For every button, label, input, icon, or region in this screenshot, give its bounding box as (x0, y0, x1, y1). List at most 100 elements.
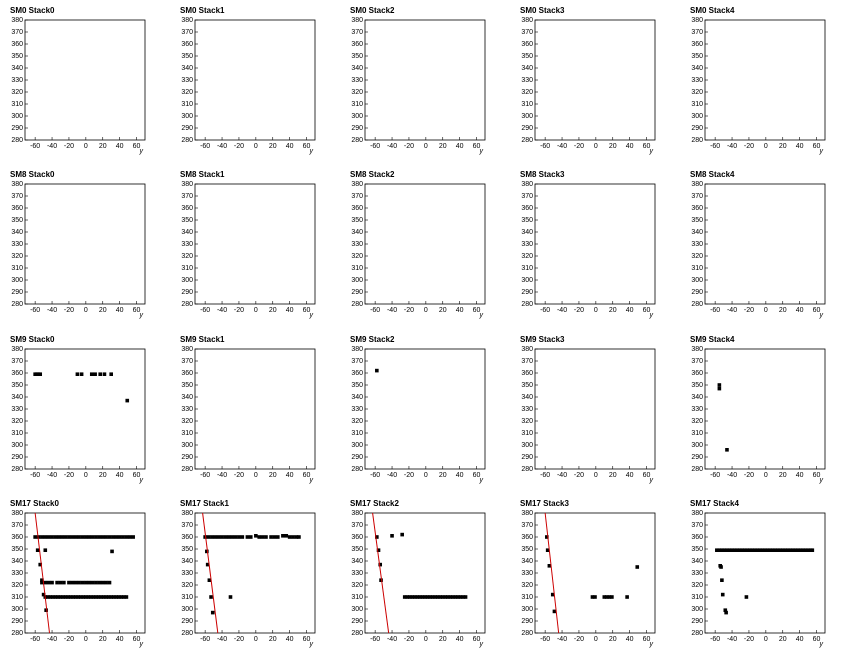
x-tick-label: -20 (64, 636, 74, 643)
hit-marker (747, 548, 752, 552)
x-tick-label: 20 (99, 307, 107, 314)
y-tick-label: 310 (351, 594, 363, 601)
hit-marker (801, 548, 805, 552)
y-tick-label: 310 (691, 430, 703, 437)
y-tick-label: 330 (351, 570, 363, 577)
y-tick-label: 280 (11, 466, 23, 473)
hit-marker (413, 595, 417, 599)
y-tick-label: 380 (521, 17, 533, 24)
hit-marker (737, 548, 742, 552)
y-tick-label: 300 (691, 277, 703, 284)
hit-marker (456, 595, 460, 599)
plot-frame (704, 348, 826, 470)
hit-marker (410, 595, 415, 599)
hit-marker (38, 562, 43, 567)
y-tick-label: 340 (11, 394, 23, 401)
y-tick-label: 300 (521, 113, 533, 120)
y-tick-label: 290 (181, 454, 193, 461)
hit-marker (780, 548, 785, 552)
hit-marker (730, 548, 734, 552)
panel: SM17 Stack3 280 290 300 310 320 330 340 350 360 37… (520, 499, 656, 648)
y-tick-label: 340 (691, 65, 703, 72)
x-axis-title: y (479, 477, 484, 484)
hit-marker (796, 548, 800, 552)
hit-marker (590, 595, 595, 599)
plot-frame (24, 348, 146, 470)
x-tick-label: 40 (286, 307, 294, 314)
hit-marker (87, 535, 92, 539)
hit-marker (719, 565, 723, 569)
y-tick-label: 280 (11, 301, 23, 308)
y-tick-label: 360 (181, 205, 193, 212)
x-tick-label: -40 (727, 636, 737, 643)
hit-marker (264, 535, 268, 539)
panel-title: SM9 Stack1 (180, 335, 225, 344)
y-tick-label: 350 (521, 382, 533, 389)
x-tick-label: 40 (626, 307, 634, 314)
y-tick-label: 310 (691, 101, 703, 108)
panel: SM17 Stack2 280 290 300 310 320 330 340 350 360 37… (350, 499, 486, 648)
hit-marker (210, 535, 214, 539)
y-tick-label: 310 (181, 265, 193, 272)
x-tick-label: -60 (200, 472, 210, 479)
x-tick-label: 0 (594, 143, 598, 150)
hit-marker (89, 595, 93, 599)
y-tick-label: 330 (11, 241, 23, 248)
hit-marker (58, 595, 63, 599)
y-tick-label: 310 (521, 594, 533, 601)
x-tick-label: -20 (234, 636, 244, 643)
plot-frame (364, 348, 486, 470)
hit-marker (744, 595, 749, 599)
y-tick-label: 320 (11, 89, 23, 96)
y-tick-label: 350 (11, 382, 23, 389)
y-tick-label: 370 (181, 358, 193, 365)
y-tick-label: 340 (691, 394, 703, 401)
hit-marker (80, 535, 85, 539)
y-tick-label: 380 (351, 181, 363, 188)
y-tick-label: 360 (11, 534, 23, 541)
hit-marker (40, 578, 44, 582)
y-tick-label: 300 (351, 442, 363, 449)
y-tick-label: 290 (181, 289, 193, 296)
x-tick-label: 20 (609, 143, 617, 150)
y-tick-label: 310 (11, 430, 23, 437)
hit-marker (276, 535, 280, 539)
panel-title: SM9 Stack4 (690, 335, 735, 344)
y-tick-label: 360 (691, 41, 703, 48)
x-tick-label: -60 (200, 143, 210, 150)
hit-marker (220, 535, 224, 539)
hit-marker (269, 535, 273, 539)
x-tick-label: -60 (30, 636, 40, 643)
hit-marker (43, 548, 48, 552)
y-tick-label: 320 (521, 418, 533, 425)
y-tick-label: 330 (521, 241, 533, 248)
hit-marker (228, 595, 233, 599)
y-tick-label: 290 (11, 454, 23, 461)
x-tick-label: 0 (424, 307, 428, 314)
plot-frame (364, 19, 486, 141)
hit-marker (545, 535, 549, 539)
x-axis-title: y (309, 477, 314, 484)
y-tick-label: 300 (521, 277, 533, 284)
plot-frame (364, 183, 486, 305)
hit-marker (400, 532, 404, 537)
hit-marker (62, 580, 66, 585)
hit-marker (435, 595, 440, 599)
x-tick-label: -40 (387, 307, 397, 314)
y-tick-label: 300 (181, 277, 193, 284)
x-tick-label: 40 (456, 307, 464, 314)
hit-marker (438, 595, 443, 599)
hit-marker (104, 580, 108, 585)
hit-marker (607, 595, 612, 599)
hit-marker (101, 595, 106, 599)
hit-marker (70, 535, 75, 539)
hit-marker (75, 372, 80, 376)
x-tick-label: 40 (116, 143, 124, 150)
hit-marker (717, 386, 722, 391)
hit-marker (378, 562, 383, 567)
plot-frame (364, 512, 486, 634)
hit-marker (461, 595, 465, 599)
fit-line (372, 512, 390, 634)
y-tick-label: 300 (521, 442, 533, 449)
